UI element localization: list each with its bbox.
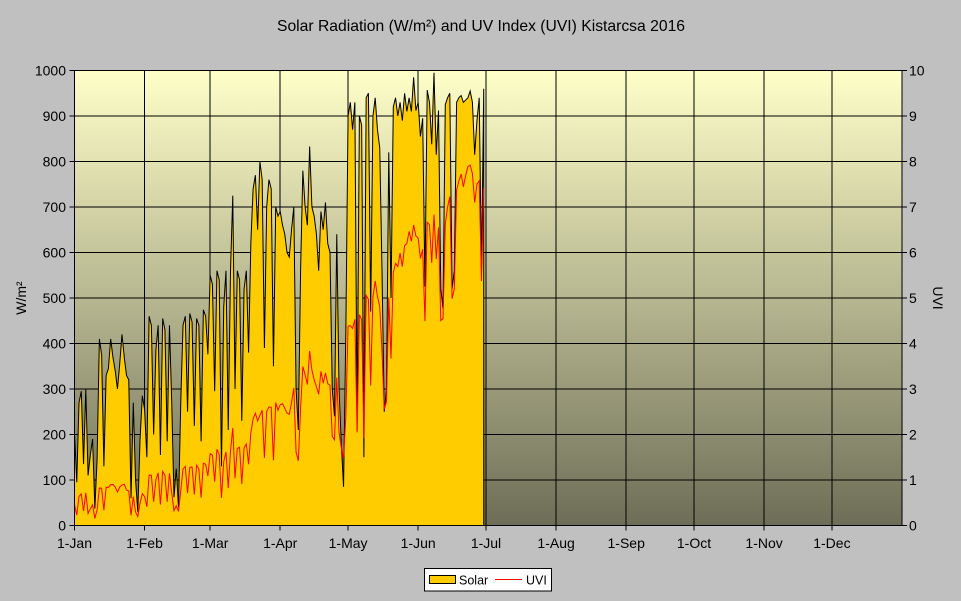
svg-text:1-Jul: 1-Jul [471, 535, 501, 551]
svg-text:UVI: UVI [930, 286, 946, 309]
svg-text:4: 4 [909, 336, 917, 352]
svg-text:1-Aug: 1-Aug [537, 535, 574, 551]
svg-text:3: 3 [909, 381, 917, 397]
svg-text:6: 6 [909, 245, 917, 261]
svg-text:100: 100 [43, 472, 67, 488]
svg-text:1-May: 1-May [329, 535, 368, 551]
svg-text:0: 0 [909, 518, 917, 534]
svg-text:W/m²: W/m² [13, 281, 29, 315]
svg-text:200: 200 [43, 427, 67, 443]
svg-text:1-Jun: 1-Jun [401, 535, 436, 551]
svg-text:700: 700 [43, 199, 67, 215]
svg-text:7: 7 [909, 199, 917, 215]
svg-text:10: 10 [909, 63, 925, 79]
svg-text:1-Feb: 1-Feb [126, 535, 163, 551]
svg-text:1-Sep: 1-Sep [608, 535, 646, 551]
svg-text:1-Oct: 1-Oct [677, 535, 711, 551]
svg-text:1-Mar: 1-Mar [192, 535, 229, 551]
svg-text:600: 600 [43, 245, 67, 261]
svg-text:1-Nov: 1-Nov [745, 535, 782, 551]
svg-text:Solar Radiation (W/m²) and UV: Solar Radiation (W/m²) and UV Index (UVI… [277, 18, 685, 35]
svg-text:900: 900 [43, 108, 67, 124]
svg-text:500: 500 [43, 290, 67, 306]
svg-text:2: 2 [909, 427, 917, 443]
svg-text:1-Dec: 1-Dec [813, 535, 850, 551]
svg-text:8: 8 [909, 154, 917, 170]
svg-text:1: 1 [909, 472, 917, 488]
svg-text:Solar: Solar [459, 574, 488, 588]
svg-text:300: 300 [43, 381, 67, 397]
svg-text:400: 400 [43, 336, 67, 352]
svg-text:1-Apr: 1-Apr [263, 535, 298, 551]
svg-text:5: 5 [909, 290, 917, 306]
svg-text:1000: 1000 [35, 63, 66, 79]
svg-text:800: 800 [43, 154, 67, 170]
svg-text:UVI: UVI [526, 574, 547, 588]
svg-text:9: 9 [909, 108, 917, 124]
svg-text:1-Jan: 1-Jan [57, 535, 92, 551]
svg-text:0: 0 [58, 518, 66, 534]
